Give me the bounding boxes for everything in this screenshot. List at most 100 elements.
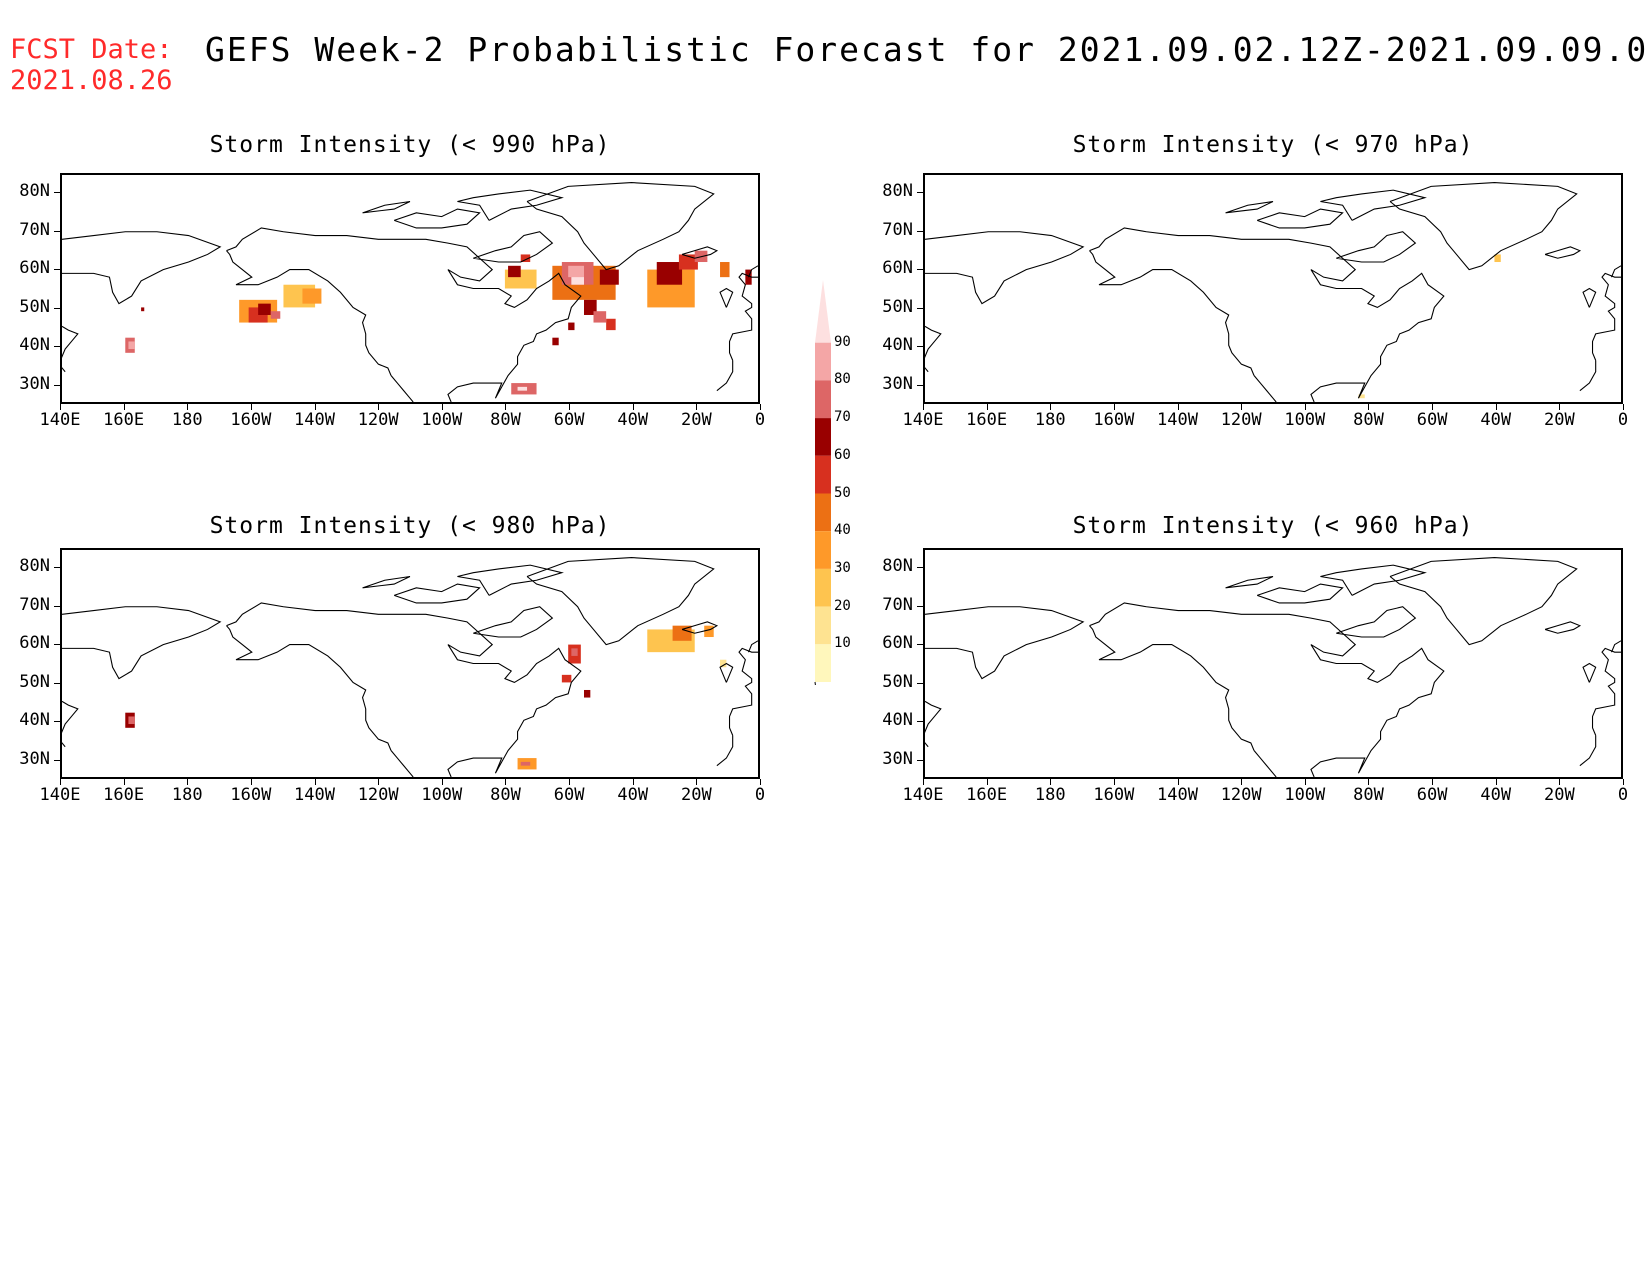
lon-label-40W: 40W	[617, 785, 649, 805]
colorbar-label-20: 20	[834, 597, 851, 614]
colorbar-segment	[815, 644, 831, 682]
probability-cell	[517, 386, 528, 391]
lat-tick	[54, 192, 60, 194]
lon-label-20W: 20W	[1544, 410, 1575, 430]
lat-tick	[917, 346, 923, 348]
coastline	[1225, 575, 1274, 589]
lat-label-60N: 60N	[882, 258, 913, 279]
lon-label-0: 0	[1617, 785, 1629, 805]
lon-tick	[314, 404, 316, 410]
colorbar-label-40: 40	[834, 522, 851, 539]
colorbar-label-10: 10	[834, 635, 851, 652]
lon-label-120W: 120W	[1220, 410, 1262, 430]
lat-tick	[54, 644, 60, 646]
lon-tick	[250, 404, 252, 410]
colorbar-segment	[815, 531, 831, 569]
lon-label-40W: 40W	[1480, 785, 1512, 805]
coastline	[390, 375, 414, 402]
lat-label-80N: 80N	[882, 181, 913, 202]
lon-label-180: 180	[171, 785, 203, 805]
lat-tick	[54, 682, 60, 684]
lon-label-60W: 60W	[1416, 785, 1448, 805]
coastline	[226, 602, 582, 777]
lon-tick	[60, 404, 61, 410]
lat-tick	[917, 759, 923, 761]
lat-tick	[917, 384, 923, 386]
coastline	[925, 231, 1085, 305]
colorbar-label-60: 60	[834, 446, 851, 463]
lon-label-0: 0	[1617, 410, 1629, 430]
lon-tick	[123, 404, 125, 410]
lon-label-80W: 80W	[1353, 785, 1384, 805]
lat-tick	[54, 307, 60, 309]
lon-tick	[923, 779, 924, 785]
lon-label-140E: 140E	[902, 410, 944, 430]
lon-label-140E: 140E	[39, 785, 81, 805]
probability-cell	[552, 337, 559, 346]
probability-cell	[672, 625, 692, 641]
coastline	[1320, 564, 1427, 596]
lat-tick	[917, 307, 923, 309]
lat-label-70N: 70N	[882, 219, 913, 240]
lat-label-50N: 50N	[882, 296, 913, 317]
lon-label-100W: 100W	[1284, 785, 1326, 805]
coastline	[1579, 735, 1597, 767]
lon-label-80W: 80W	[490, 410, 521, 430]
probability-cell	[1494, 254, 1501, 263]
lat-label-40N: 40N	[19, 710, 50, 731]
lat-label-30N: 30N	[882, 748, 913, 769]
lon-label-40W: 40W	[1480, 410, 1512, 430]
lat-tick	[54, 269, 60, 271]
lon-tick	[441, 404, 443, 410]
probability-cell	[1358, 394, 1365, 399]
coastline	[1257, 583, 1344, 604]
lon-label-100W: 100W	[1284, 410, 1326, 430]
lat-tick	[917, 192, 923, 194]
lon-label-120W: 120W	[1220, 785, 1262, 805]
probability-cell	[128, 716, 135, 725]
colorbar-label-70: 70	[834, 409, 851, 426]
lon-tick	[505, 779, 507, 785]
coastline	[1579, 360, 1597, 392]
lon-label-20W: 20W	[1544, 785, 1575, 805]
coastline	[716, 360, 734, 392]
coastline	[1089, 227, 1445, 402]
lon-tick	[632, 404, 634, 410]
probability-cell	[302, 288, 322, 304]
forecast-date: FCST Date: 2021.08.26	[10, 34, 173, 96]
lat-label-60N: 60N	[19, 633, 50, 654]
probability-cell	[656, 262, 683, 285]
lon-label-180: 180	[1034, 410, 1066, 430]
colorbar-label-30: 30	[834, 559, 851, 576]
probability-cell	[720, 659, 727, 668]
lat-tick	[917, 230, 923, 232]
probability-cell	[520, 254, 531, 263]
lon-tick	[760, 404, 761, 410]
coastline	[394, 583, 481, 604]
coastline	[728, 647, 758, 736]
coastline	[716, 735, 734, 767]
lon-tick	[696, 779, 698, 785]
coastline	[526, 182, 715, 271]
lon-label-140E: 140E	[39, 410, 81, 430]
lat-label-40N: 40N	[882, 710, 913, 731]
lon-tick	[314, 779, 316, 785]
lon-tick	[632, 779, 634, 785]
coastline	[62, 325, 79, 373]
coastline	[719, 662, 734, 683]
lat-tick	[54, 567, 60, 569]
coastline	[1591, 272, 1621, 361]
lon-tick	[1623, 404, 1624, 410]
coastline	[925, 700, 942, 748]
coastline	[394, 208, 481, 229]
lon-tick	[187, 779, 189, 785]
lon-label-180: 180	[1034, 785, 1066, 805]
coastline	[681, 621, 719, 634]
lon-tick	[1432, 779, 1434, 785]
lon-label-140E: 140E	[902, 785, 944, 805]
lon-label-140W: 140W	[294, 785, 336, 805]
coastline	[1582, 662, 1597, 683]
lon-tick	[378, 404, 380, 410]
coastline	[748, 265, 758, 278]
lon-label-140W: 140W	[1157, 410, 1199, 430]
